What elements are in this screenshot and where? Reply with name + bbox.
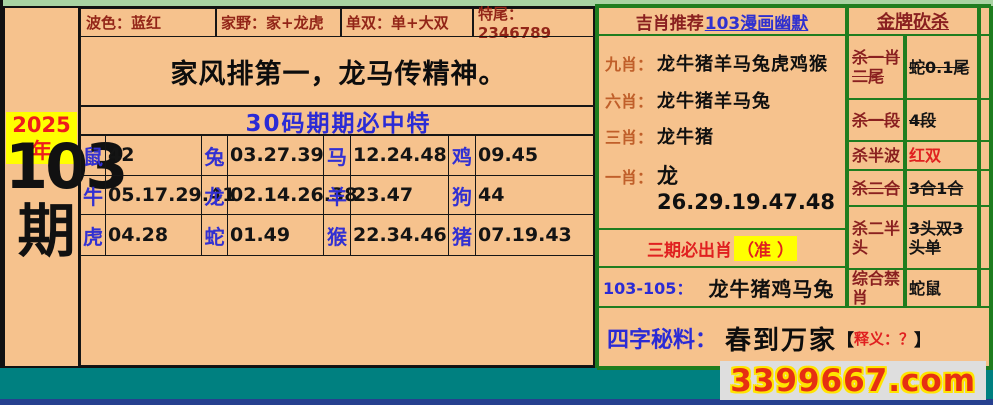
site-badge[interactable]: 3399667.com xyxy=(720,361,986,400)
zodiac-numbers: 12.24.48 xyxy=(350,134,449,176)
zodiac-animal: 虎 xyxy=(80,214,106,256)
six-zodiac-label: 六肖： xyxy=(605,91,654,111)
recommend-header-prefix: 吉肖推荐 xyxy=(635,13,704,34)
zodiac-animal: 鸡 xyxy=(448,134,476,176)
zodiac-animal: 龙 xyxy=(201,175,228,215)
zodiac-numbers: 44 xyxy=(475,175,597,215)
spacer-cell xyxy=(979,98,993,142)
zodiac-numbers: 22.34.46 xyxy=(350,214,449,256)
accurate-mark: （准 ） xyxy=(734,235,797,261)
zodiac-recommend-box: 九肖： 龙牛猪羊马兔虎鸡猴 六肖： 龙牛猪羊马兔 三肖： 龙牛猪 一肖： 龙26… xyxy=(597,34,847,230)
zodiac-animal: 猴 xyxy=(323,214,351,256)
zodiac-numbers: 03.27.39 xyxy=(227,134,324,176)
year-label: 2025年 xyxy=(6,112,77,164)
three-zodiac-label: 三肖： xyxy=(605,128,654,148)
secret-note: 释义：？ xyxy=(854,329,915,348)
bracket-close: 】 xyxy=(914,330,932,351)
gold-kill-header: 金牌砍杀 xyxy=(847,6,979,36)
wave-color-cell: 波色：蓝红 xyxy=(80,8,217,37)
kill-row-value: 蛇鼠 xyxy=(905,268,979,308)
kill-row-value: 3合1合 xyxy=(905,169,979,207)
spacer-cell xyxy=(979,140,993,171)
comic-humor-link[interactable]: 103漫画幽默 xyxy=(704,13,809,34)
zodiac-numbers: 05.17.29.41 xyxy=(105,175,235,215)
kill-row-label: 杀一段 xyxy=(847,98,905,142)
kill-row-label: 杀半波 xyxy=(847,140,905,171)
zodiac-animal: 猪 xyxy=(448,214,476,256)
three-zodiac-row: 三肖： 龙牛猪 xyxy=(605,123,839,149)
kill-row-label: 综合禁肖 xyxy=(847,268,905,308)
zodiac-numbers: 02.14.26.38 xyxy=(227,175,357,215)
recommend-section: 吉肖推荐 103漫画幽默 金牌砍杀 九肖： 龙牛猪羊马兔虎鸡猴 六肖： 龙牛猪羊马… xyxy=(595,4,993,370)
bottom-edge-line xyxy=(0,399,993,405)
issue-suffix: 期 xyxy=(17,197,76,265)
spacer-cell xyxy=(979,169,993,207)
spacer-cell xyxy=(979,268,993,308)
home-wild-cell: 家野：家+龙虎 xyxy=(215,8,342,37)
period-range-value: 龙牛猪鸡马兔 xyxy=(708,276,835,301)
period-range-box: 103-105： 龙牛猪鸡马兔 xyxy=(597,266,847,308)
zodiac-animal: 马 xyxy=(323,134,351,176)
zodiac-animal: 兔 xyxy=(201,134,228,176)
zodiac-numbers: 42 xyxy=(105,134,202,176)
empty-cell xyxy=(80,255,597,366)
odd-even-cell: 单双：单+大双 xyxy=(340,8,474,37)
nine-zodiac-value: 龙牛猪羊马兔虎鸡猴 xyxy=(657,54,828,76)
zodiac-numbers: 01.49 xyxy=(227,214,324,256)
zodiac-animal: 鼠 xyxy=(80,134,106,176)
six-zodiac-value: 龙牛猪羊马兔 xyxy=(657,90,771,112)
zodiac-animal: 狗 xyxy=(448,175,476,215)
zodiac-animal: 牛 xyxy=(80,175,106,215)
kill-row-label: 杀二合 xyxy=(847,169,905,207)
zodiac-numbers: 09.45 xyxy=(475,134,597,176)
recommend-header: 吉肖推荐 103漫画幽默 xyxy=(597,6,847,36)
spacer-cell xyxy=(979,205,993,270)
subtitle-30-codes: 30码期期必中特 xyxy=(80,105,597,137)
one-zodiac-value: 龙26.29.19.47.48 xyxy=(657,163,836,214)
kill-row-value: 3头双3头单 xyxy=(905,205,979,270)
kill-row-label: 杀一肖二尾 xyxy=(847,34,905,100)
issue-column: 2025年 103 期 xyxy=(5,8,128,366)
kill-row-label: 杀二半头 xyxy=(847,205,905,270)
secret-label: 四字秘料： xyxy=(607,328,718,353)
zodiac-animal: 蛇 xyxy=(201,214,228,256)
three-zodiac-value: 龙牛猪 xyxy=(657,127,714,149)
nine-zodiac-row: 九肖： 龙牛猪羊马兔虎鸡猴 xyxy=(605,50,839,76)
six-zodiac-row: 六肖： 龙牛猪羊马兔 xyxy=(605,87,839,113)
slogan: 家风排第一，龙马传精神。 xyxy=(80,36,597,107)
kill-row-value: 蛇0.1尾 xyxy=(905,34,979,100)
spacer-cell xyxy=(979,34,993,100)
main-table: 2025年 103 期 波色：蓝红 家野：家+龙虎 单双：单+大双 特尾：234… xyxy=(3,5,597,368)
secret-value: 春到万家 xyxy=(725,325,838,356)
zodiac-animal: 羊 xyxy=(323,175,351,215)
issue-number: 103 xyxy=(5,130,128,203)
three-period-box: 三期必出肖 （准 ） xyxy=(597,228,847,268)
zodiac-numbers: 23.47 xyxy=(350,175,449,215)
top-strip xyxy=(0,0,993,6)
bracket-open: 【 xyxy=(837,330,855,351)
one-zodiac-row: 一肖： 龙26.29.19.47.48 xyxy=(605,160,839,214)
kill-row-value: 4段 xyxy=(905,98,979,142)
period-range-label: 103-105： xyxy=(603,279,693,298)
left-edge-line xyxy=(0,0,3,368)
one-zodiac-label: 一肖： xyxy=(605,167,654,187)
three-period-text: 三期必出肖 xyxy=(647,240,733,261)
tail-cell: 特尾：2346789 xyxy=(472,5,597,42)
zodiac-numbers: 04.28 xyxy=(105,214,202,256)
kill-row-value: 红双 xyxy=(905,140,979,171)
site-domain: 3399667.com xyxy=(730,362,976,399)
zodiac-numbers: 07.19.43 xyxy=(475,214,597,256)
nine-zodiac-label: 九肖： xyxy=(605,55,654,75)
header-spacer-cell xyxy=(979,6,993,36)
